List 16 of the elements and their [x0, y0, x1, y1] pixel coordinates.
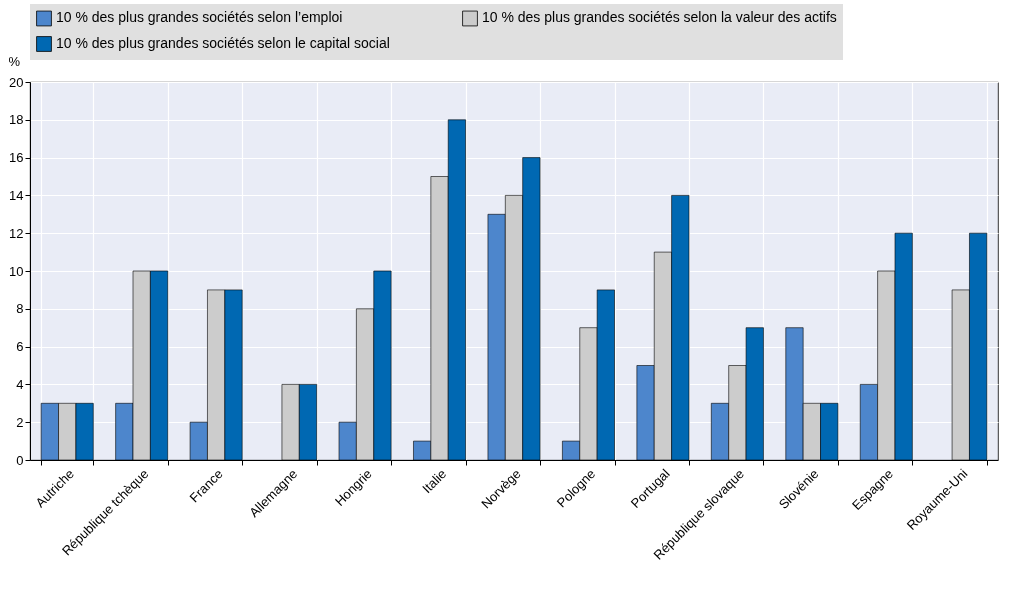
y-axis-title: % — [8, 53, 21, 69]
legend-label: 10 % des plus grandes sociétés selon le capital social — [56, 35, 390, 51]
x-tick-label: Italie — [419, 466, 450, 497]
y-tick-label: 6 — [16, 339, 24, 355]
y-tick-label: 12 — [9, 225, 24, 241]
y-tick-label: 20 — [9, 74, 24, 90]
y-tick-label: 16 — [9, 150, 24, 166]
legend-label: 10 % des plus grandes sociétés selon la valeur des actifs — [482, 9, 837, 26]
y-tick-label: 18 — [9, 112, 24, 128]
y-tick-label: 4 — [16, 376, 24, 392]
y-tick-label: 10 — [9, 263, 24, 279]
legend-label: 10 % des plus grandes sociétés selon l’emploi — [56, 9, 343, 26]
y-tick-label: 2 — [16, 414, 24, 430]
y-tick-label: 8 — [16, 301, 24, 317]
y-tick-label: 14 — [9, 187, 24, 203]
y-tick-label: 0 — [16, 452, 24, 468]
